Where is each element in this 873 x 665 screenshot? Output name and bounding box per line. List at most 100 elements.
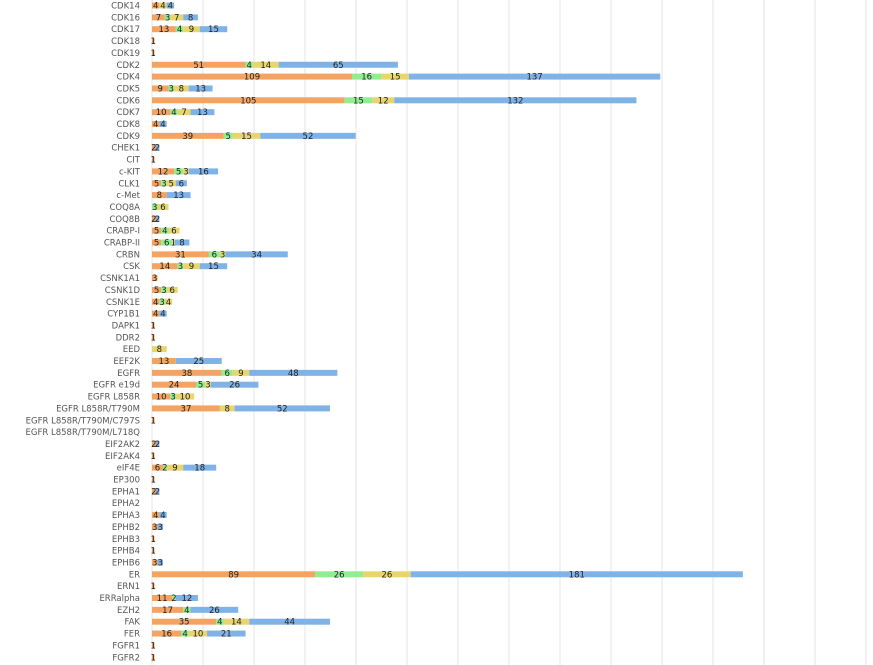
- bar-segment: [152, 239, 162, 246]
- data-label: 15: [208, 262, 219, 272]
- bar-segment: [152, 2, 160, 9]
- bar-segment: [199, 26, 228, 33]
- bar-segment: [152, 168, 175, 175]
- data-label: 3: [183, 167, 188, 177]
- bar-segment: [152, 26, 176, 33]
- data-label: 14: [260, 61, 271, 71]
- category-label: CDK6: [117, 96, 140, 106]
- category-label: FER: [124, 630, 140, 640]
- category-label: c-KIT: [119, 167, 141, 177]
- bar-segment: [152, 97, 345, 104]
- category-label: CDK14: [111, 2, 140, 12]
- bar-segment: [152, 476, 155, 483]
- data-label: 1: [151, 452, 156, 462]
- data-label: 1: [151, 156, 156, 166]
- category-label: EPHB4: [112, 547, 140, 557]
- category-label: ER: [129, 570, 140, 580]
- bar-segment: [219, 251, 226, 258]
- data-label: 13: [173, 191, 184, 201]
- data-label: 10: [156, 108, 167, 118]
- bar-segment: [157, 203, 169, 210]
- data-label: 2: [155, 215, 160, 225]
- data-label: 3: [159, 298, 164, 308]
- data-label: 48: [288, 369, 299, 379]
- data-label: 3: [152, 274, 157, 284]
- data-label: 26: [209, 606, 220, 616]
- data-label: 15: [208, 25, 219, 35]
- bar-segment: [394, 97, 637, 104]
- bar-segment: [170, 14, 184, 21]
- category-label: EGFR L858R/T790M/C797S: [26, 416, 140, 426]
- bar-segment: [175, 358, 222, 364]
- category-label: CSNK1E: [106, 298, 140, 308]
- data-label: 26: [381, 570, 392, 580]
- category-label: CDK4: [117, 73, 140, 83]
- bar-segment: [152, 49, 155, 56]
- data-label: 35: [179, 618, 190, 628]
- data-label: 4: [160, 511, 165, 521]
- data-label: 4: [217, 618, 222, 628]
- bar-segment: [152, 215, 156, 222]
- grid-lines: [151, 0, 867, 665]
- category-label: CDK9: [117, 132, 140, 142]
- bar-segment: [155, 440, 160, 447]
- bar-segment: [164, 14, 171, 21]
- bar-segment: [181, 630, 189, 637]
- bar-segment: [155, 215, 160, 222]
- bar-segment: [245, 61, 253, 68]
- data-label: 15: [241, 132, 252, 142]
- data-label: 5: [154, 179, 159, 189]
- bar-segment: [372, 97, 395, 104]
- category-label: c-Met: [116, 191, 140, 201]
- bar-segment: [168, 85, 175, 92]
- data-label: 26: [334, 570, 345, 580]
- bar-segment: [152, 286, 162, 293]
- bar-segment: [152, 547, 155, 554]
- bar-segment: [152, 464, 164, 471]
- bar-segment: [381, 73, 409, 80]
- category-label: EEF2K: [113, 357, 140, 367]
- data-label: 7: [174, 13, 179, 23]
- data-label: 1: [151, 321, 156, 331]
- bar-segment: [174, 168, 184, 175]
- data-label: 5: [154, 239, 159, 249]
- category-label: FGFR1: [112, 641, 140, 651]
- data-label: 52: [303, 132, 314, 142]
- bar-segment: [152, 595, 173, 601]
- bar-segment: [152, 61, 246, 68]
- bar-segment: [159, 121, 167, 127]
- bar-segment: [216, 618, 224, 625]
- category-label: eIF4E: [117, 464, 140, 474]
- bar-segment: [170, 393, 176, 400]
- bar-segment: [175, 180, 187, 187]
- bar-segment: [152, 571, 316, 578]
- data-label: 2: [155, 144, 160, 154]
- bar-segment: [152, 156, 155, 163]
- data-label: 8: [188, 13, 193, 23]
- data-label: 1: [151, 416, 156, 426]
- data-label: 5: [154, 227, 159, 237]
- bar-segment: [157, 523, 164, 530]
- data-label: 1: [151, 641, 156, 651]
- category-label: DAPK1: [112, 321, 140, 331]
- category-label: CDK8: [117, 120, 140, 130]
- data-label: 31: [175, 250, 186, 260]
- bar-segment: [152, 85, 169, 92]
- data-label: 38: [181, 369, 192, 379]
- data-label: 1: [151, 49, 156, 59]
- data-label: 4: [168, 2, 173, 12]
- bar-segment: [234, 405, 330, 412]
- bar-segment: [152, 14, 165, 21]
- bar-segment: [159, 310, 167, 317]
- data-label: 8: [157, 345, 162, 355]
- bar-segment: [166, 192, 191, 199]
- data-label: 1: [151, 333, 156, 343]
- data-label: 9: [238, 369, 243, 379]
- data-label: 16: [361, 73, 372, 83]
- data-label: 6: [160, 203, 165, 213]
- bar-segment: [159, 298, 165, 305]
- bar-segment: [352, 73, 382, 80]
- bar-segment: [183, 464, 217, 471]
- data-label: 2: [151, 215, 156, 225]
